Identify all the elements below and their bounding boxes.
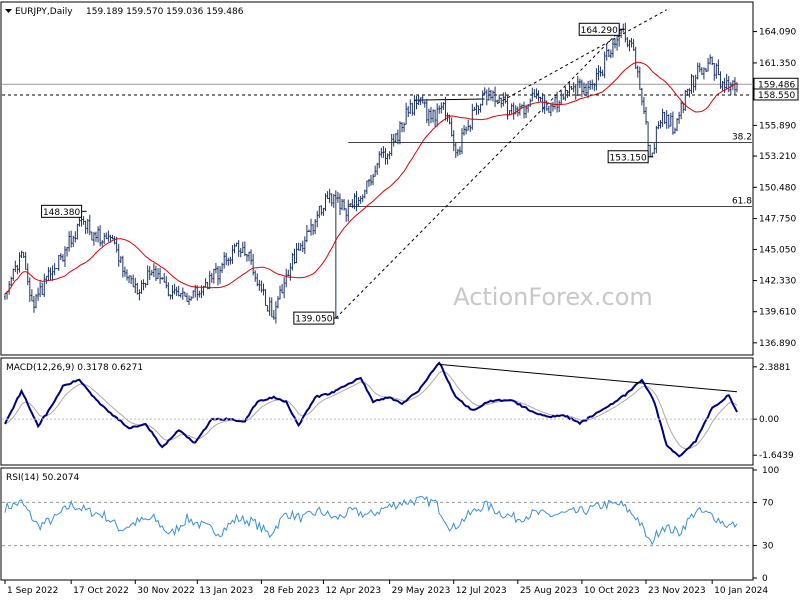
moving-average-line — [4, 61, 738, 294]
price-callout-box — [293, 311, 335, 325]
rsi-line — [4, 495, 738, 546]
moving-average-series — [4, 61, 738, 294]
price-title: EURJPY,Daily — [15, 7, 73, 17]
price-callout-label: 139.050 — [295, 315, 332, 325]
price-callout-label: 164.290 — [581, 26, 618, 36]
price-axis-tick-label: 150.480 — [759, 183, 796, 193]
trend-channel-lower — [335, 28, 622, 319]
ohlc-header: 159.189 159.570 159.036 159.486 — [86, 7, 244, 17]
fib-level-label: 38.2 — [732, 132, 752, 142]
price-levels: 38.2 61.8 — [2, 83, 752, 208]
price-callout-box — [607, 150, 649, 164]
macd-panel-frame — [0, 357, 754, 466]
macd-title: MACD(12,26,9) 0.3178 0.6271 — [6, 363, 143, 373]
macd-axis-tick-label: -1.6439 — [759, 451, 794, 461]
watermark: ActionForex.com — [453, 283, 653, 311]
time-axis-tick-label: 29 May 2023 — [392, 586, 451, 596]
time-axis-tick-label: 17 Oct 2022 — [73, 586, 129, 596]
time-axis: 1 Sep 2022 17 Oct 2022 30 Nov 2022 13 Jan 2… — [4, 580, 768, 596]
macd-axis-tick-label: 2.3881 — [759, 363, 791, 373]
candlestick-series — [4, 22, 738, 324]
price-axis-tick-label: 142.330 — [759, 277, 796, 287]
time-axis-tick-label: 12 Jul 2023 — [456, 586, 507, 596]
macd-trend-line — [439, 363, 738, 393]
time-axis-tick-label: 28 Feb 2023 — [263, 586, 319, 596]
time-axis-tick-label: 13 Jan 2023 — [199, 586, 253, 596]
rsi-axis-tick-label: 100 — [762, 466, 779, 476]
price-callout-box — [578, 22, 620, 36]
time-axis-tick-label: 30 Nov 2022 — [137, 586, 195, 596]
price-panel-frame — [0, 1, 754, 356]
price-title-group: EURJPY,Daily 159.189 159.570 159.036 159… — [5, 7, 244, 17]
price-axis: 164.090161.350158.620155.890153.210150.4… — [753, 28, 799, 349]
macd-axis-tick-label: 0.00 — [759, 415, 779, 425]
macd-series — [4, 361, 738, 458]
rsi-title: RSI(14) 50.2074 — [6, 473, 79, 483]
rsi-panel-frame — [0, 467, 754, 581]
time-axis-tick-label: 23 Nov 2023 — [648, 586, 706, 596]
macd-axis: 2.3881 0.00 -1.6439 — [2, 363, 794, 461]
rsi-series — [2, 495, 752, 547]
rsi-axis: 100 70 30 0 — [753, 466, 779, 584]
price-axis-tick-label: 153.210 — [759, 152, 796, 162]
price-axis-tick-label: 136.890 — [759, 339, 796, 349]
current-level-label: 159.486 — [758, 80, 795, 90]
rsi-axis-tick-label: 30 — [762, 542, 774, 552]
time-axis-tick-label: 12 Apr 2023 — [325, 586, 381, 596]
current-level-box — [753, 88, 799, 101]
price-callout-box — [41, 204, 83, 218]
price-callouts: 164.290 153.150 148.380 139.050 — [41, 22, 654, 325]
price-callout-label: 148.380 — [43, 208, 80, 218]
rsi-axis-tick-label: 0 — [762, 574, 768, 584]
price-axis-tick-label: 164.090 — [759, 28, 796, 38]
time-axis-tick-label: 10 Oct 2023 — [584, 586, 640, 596]
time-axis-tick-label: 1 Sep 2022 — [7, 586, 58, 596]
price-callout-label: 153.150 — [610, 153, 647, 163]
price-axis-tick-label: 155.890 — [759, 121, 796, 131]
macd-signal-line — [4, 370, 738, 450]
rsi-axis-tick-label: 70 — [762, 498, 774, 508]
price-axis-tick-label: 161.350 — [759, 59, 796, 69]
fib-level-label: 61.8 — [732, 197, 752, 207]
collapse-triangle-icon — [5, 9, 12, 13]
time-axis-tick-label: 10 Jan 2024 — [714, 586, 768, 596]
price-axis-tick-label: 147.750 — [759, 215, 796, 225]
price-axis-tick-label: 145.050 — [759, 245, 796, 255]
macd-line — [4, 361, 738, 458]
price-axis-tick-label: 139.610 — [759, 308, 796, 318]
resistance-line — [414, 98, 485, 101]
trend-channel-upper — [496, 9, 667, 104]
current-level-label: 158.550 — [758, 91, 795, 101]
time-axis-tick-label: 25 Aug 2023 — [520, 586, 578, 596]
price-annotations — [335, 9, 667, 319]
